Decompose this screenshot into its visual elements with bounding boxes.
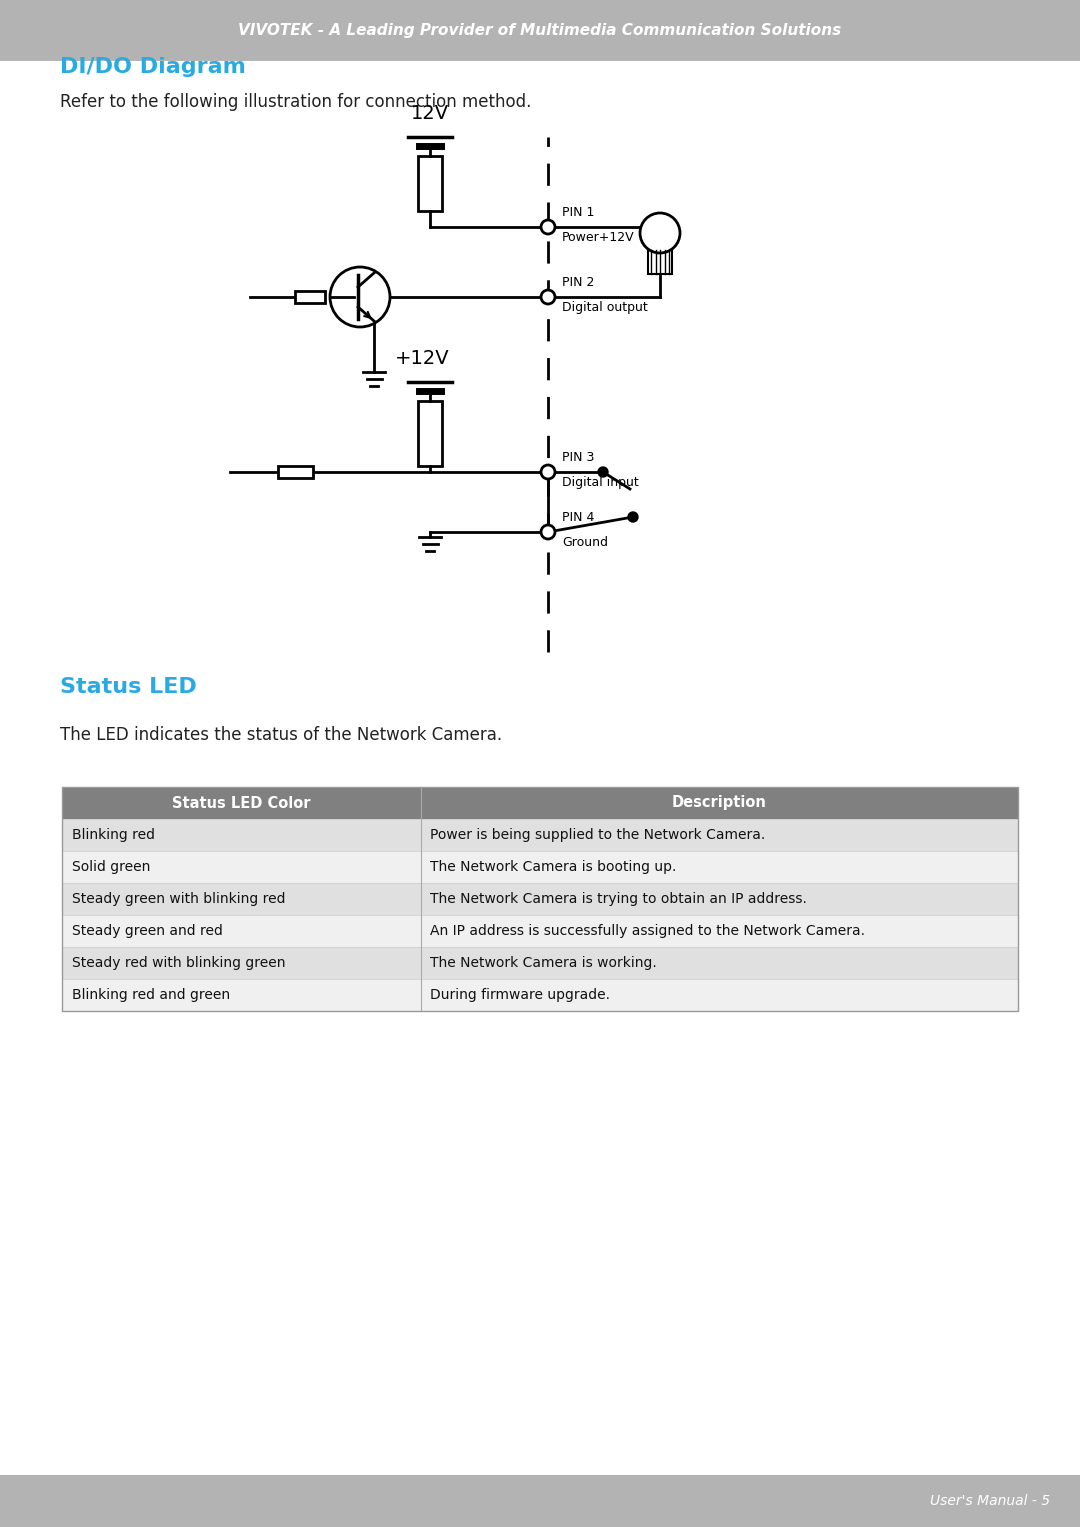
Bar — [62, 979, 1018, 1011]
Text: Steady red with blinking green: Steady red with blinking green — [72, 956, 285, 970]
Text: Digital input: Digital input — [562, 476, 638, 489]
Text: During firmware upgrade.: During firmware upgrade. — [431, 988, 610, 1002]
Text: Steady green and red: Steady green and red — [72, 924, 222, 938]
Circle shape — [598, 467, 608, 476]
Text: VIVOTEK - A Leading Provider of Multimedia Communication Solutions: VIVOTEK - A Leading Provider of Multimed… — [239, 23, 841, 38]
Bar — [62, 915, 1018, 947]
Bar — [62, 947, 1018, 979]
Circle shape — [627, 512, 638, 522]
Text: The Network Camera is working.: The Network Camera is working. — [431, 956, 658, 970]
Text: Ground: Ground — [562, 536, 608, 550]
Circle shape — [541, 290, 555, 304]
Text: PIN 2: PIN 2 — [562, 276, 594, 289]
Text: Steady green with blinking red: Steady green with blinking red — [72, 892, 285, 906]
Text: Solid green: Solid green — [72, 860, 150, 873]
Circle shape — [640, 212, 680, 253]
Text: PIN 1: PIN 1 — [562, 206, 594, 218]
Bar — [0, 0, 1080, 63]
Text: Blinking red: Blinking red — [72, 828, 156, 841]
Text: PIN 4: PIN 4 — [562, 512, 594, 524]
Bar — [62, 818, 1018, 851]
Text: The Network Camera is trying to obtain an IP address.: The Network Camera is trying to obtain a… — [431, 892, 808, 906]
Bar — [278, 466, 312, 478]
Bar — [295, 292, 325, 302]
Text: Description: Description — [672, 796, 767, 811]
Text: +12V: +12V — [394, 350, 449, 368]
Circle shape — [541, 220, 555, 234]
Bar — [62, 883, 1018, 915]
Bar — [648, 250, 672, 273]
Text: 12V: 12V — [410, 104, 449, 124]
Bar — [0, 1475, 1080, 1527]
Text: The Network Camera is booting up.: The Network Camera is booting up. — [431, 860, 677, 873]
Text: Digital output: Digital output — [562, 301, 648, 315]
Text: PIN 3: PIN 3 — [562, 450, 594, 464]
Bar — [62, 786, 1018, 1011]
Circle shape — [541, 525, 555, 539]
Circle shape — [330, 267, 390, 327]
Text: User's Manual - 5: User's Manual - 5 — [930, 1493, 1050, 1509]
Text: Refer to the following illustration for connection method.: Refer to the following illustration for … — [60, 93, 531, 111]
Bar — [418, 156, 442, 211]
Circle shape — [541, 466, 555, 479]
Text: Power+12V: Power+12V — [562, 231, 635, 244]
Bar — [418, 402, 442, 466]
Bar — [62, 851, 1018, 883]
Text: Power is being supplied to the Network Camera.: Power is being supplied to the Network C… — [431, 828, 766, 841]
Text: Blinking red and green: Blinking red and green — [72, 988, 230, 1002]
Bar — [62, 786, 1018, 818]
Text: Status LED: Status LED — [60, 676, 197, 696]
Text: DI/DO Diagram: DI/DO Diagram — [60, 56, 246, 76]
Text: Status LED Color: Status LED Color — [172, 796, 311, 811]
Text: An IP address is successfully assigned to the Network Camera.: An IP address is successfully assigned t… — [431, 924, 865, 938]
Text: The LED indicates the status of the Network Camera.: The LED indicates the status of the Netw… — [60, 725, 502, 744]
